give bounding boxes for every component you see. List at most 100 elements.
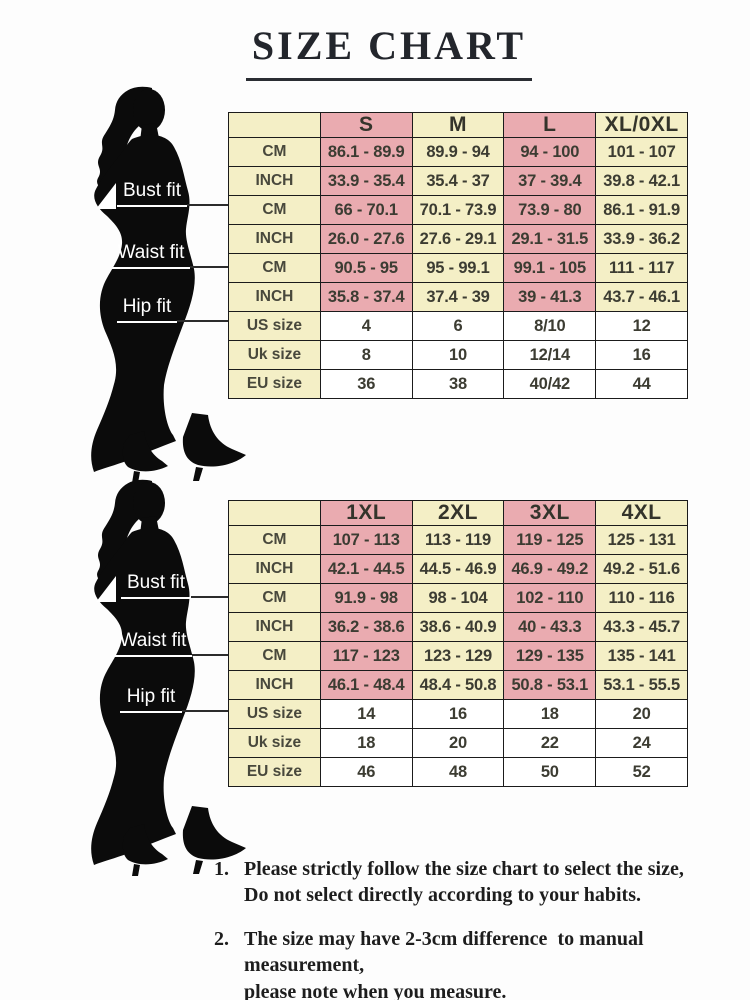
value-cell: 35.4 - 37: [411, 166, 505, 196]
size-header-cell: 2XL: [411, 500, 505, 526]
table-row: Uk size 18 20 22 24: [228, 728, 688, 758]
value-cell: 33.9 - 35.4: [319, 166, 413, 196]
table-row: CM 66 - 70.1 70.1 - 73.9 73.9 - 80 86.1 - 91…: [228, 195, 688, 225]
table-row: Uk size 8 10 12/14 16: [228, 340, 688, 370]
value-cell: 89.9 - 94: [411, 137, 505, 167]
value-cell: 40/42: [503, 369, 597, 399]
bust-fit-line: [187, 204, 228, 206]
value-cell: 12: [595, 311, 688, 341]
row-label-cell: US size: [228, 699, 321, 729]
size-header-cell: S: [319, 112, 413, 138]
note-line: Do not select directly according to your…: [244, 884, 642, 907]
value-cell: 38.6 - 40.9: [411, 612, 505, 642]
value-cell: 18: [319, 728, 413, 758]
table-row: INCH 46.1 - 48.4 48.4 - 50.8 50.8 - 53.1 53.…: [228, 670, 688, 700]
value-cell: 70.1 - 73.9: [411, 195, 505, 225]
row-label-cell: INCH: [228, 282, 321, 312]
value-cell: 43.3 - 45.7: [595, 612, 688, 642]
row-label-cell: INCH: [228, 612, 321, 642]
value-cell: 27.6 - 29.1: [411, 224, 505, 254]
note-line: please note when you measure.: [244, 980, 507, 1000]
value-cell: 86.1 - 91.9: [595, 195, 688, 225]
value-cell: 117 - 123: [319, 641, 413, 671]
bust-fit-line: [191, 596, 228, 598]
table-row: CM 86.1 - 89.9 89.9 - 94 94 - 100 101 - 107: [228, 137, 688, 167]
size-header-cell: XL/0XL: [595, 112, 688, 138]
table-row: EU size 46 48 50 52: [228, 757, 688, 787]
value-cell: 73.9 - 80: [503, 195, 597, 225]
row-label-cell: CM: [228, 137, 321, 167]
value-cell: 46.9 - 49.2: [503, 554, 597, 584]
value-cell: 99.1 - 105: [503, 253, 597, 283]
value-cell: 110 - 116: [595, 583, 688, 613]
corner-cell: [228, 500, 321, 526]
value-cell: 16: [595, 340, 688, 370]
value-cell: 101 - 107: [595, 137, 688, 167]
page-title-wrap: SIZE CHART: [0, 22, 750, 81]
value-cell: 8/10: [503, 311, 597, 341]
note-line: The size may have 2-3cm difference to ma…: [244, 927, 649, 977]
value-cell: 16: [411, 699, 505, 729]
value-cell: 66 - 70.1: [319, 195, 413, 225]
value-cell: 91.9 - 98: [319, 583, 413, 613]
row-label-cell: Uk size: [228, 728, 321, 758]
size-header-row: 1XL 2XL 3XL 4XL: [228, 500, 688, 526]
value-cell: 24: [595, 728, 688, 758]
value-cell: 35.8 - 37.4: [319, 282, 413, 312]
value-cell: 44: [595, 369, 688, 399]
woman-silhouette-figure: [50, 478, 255, 878]
value-cell: 6: [411, 311, 505, 341]
size-header-cell: L: [503, 112, 597, 138]
table-row: CM 90.5 - 95 95 - 99.1 99.1 - 105 111 - 117: [228, 253, 688, 283]
value-cell: 102 - 110: [503, 583, 597, 613]
value-cell: 39 - 41.3: [503, 282, 597, 312]
value-cell: 48.4 - 50.8: [411, 670, 505, 700]
table-row: INCH 33.9 - 35.4 35.4 - 37 37 - 39.4 39.8 - …: [228, 166, 688, 196]
value-cell: 4: [319, 311, 413, 341]
value-cell: 46.1 - 48.4: [319, 670, 413, 700]
value-cell: 44.5 - 46.9: [411, 554, 505, 584]
value-cell: 94 - 100: [503, 137, 597, 167]
value-cell: 20: [411, 728, 505, 758]
page-title: SIZE CHART: [245, 22, 533, 81]
row-label-cell: EU size: [228, 757, 321, 787]
value-cell: 49.2 - 51.6: [595, 554, 688, 584]
value-cell: 12/14: [503, 340, 597, 370]
value-cell: 123 - 129: [411, 641, 505, 671]
table-row: INCH 35.8 - 37.4 37.4 - 39 39 - 41.3 43.7 - …: [228, 282, 688, 312]
table-row: INCH 26.0 - 27.6 27.6 - 29.1 29.1 - 31.5 33.…: [228, 224, 688, 254]
table-row: CM 107 - 113 113 - 119 119 - 125 125 - 131: [228, 525, 688, 555]
hip-fit-label: Hip fit: [117, 296, 177, 323]
table-row: INCH 42.1 - 44.5 44.5 - 46.9 46.9 - 49.2 49.…: [228, 554, 688, 584]
value-cell: 90.5 - 95: [319, 253, 413, 283]
row-label-cell: CM: [228, 253, 321, 283]
row-label-cell: CM: [228, 583, 321, 613]
waist-fit-label: Waist fit: [114, 630, 192, 657]
value-cell: 38: [411, 369, 505, 399]
row-label-cell: EU size: [228, 369, 321, 399]
value-cell: 135 - 141: [595, 641, 688, 671]
size-header-cell: 4XL: [595, 500, 688, 526]
value-cell: 107 - 113: [319, 525, 413, 555]
value-cell: 98 - 104: [411, 583, 505, 613]
value-cell: 33.9 - 36.2: [595, 224, 688, 254]
value-cell: 111 - 117: [595, 253, 688, 283]
row-label-cell: CM: [228, 525, 321, 555]
waist-fit-line: [192, 654, 228, 656]
value-cell: 129 - 135: [503, 641, 597, 671]
size-header-cell: 3XL: [503, 500, 597, 526]
note-item: 1. Please strictly follow the size chart…: [214, 856, 742, 909]
hip-fit-line: [177, 320, 228, 322]
value-cell: 37 - 39.4: [503, 166, 597, 196]
value-cell: 125 - 131: [595, 525, 688, 555]
value-cell: 40 - 43.3: [503, 612, 597, 642]
table-row: US size 4 6 8/10 12: [228, 311, 688, 341]
waist-fit-label: Waist fit: [112, 242, 190, 269]
row-label-cell: INCH: [228, 670, 321, 700]
value-cell: 8: [319, 340, 413, 370]
value-cell: 119 - 125: [503, 525, 597, 555]
table-row: EU size 36 38 40/42 44: [228, 369, 688, 399]
table-row: CM 91.9 - 98 98 - 104 102 - 110 110 - 116: [228, 583, 688, 613]
value-cell: 50.8 - 53.1: [503, 670, 597, 700]
